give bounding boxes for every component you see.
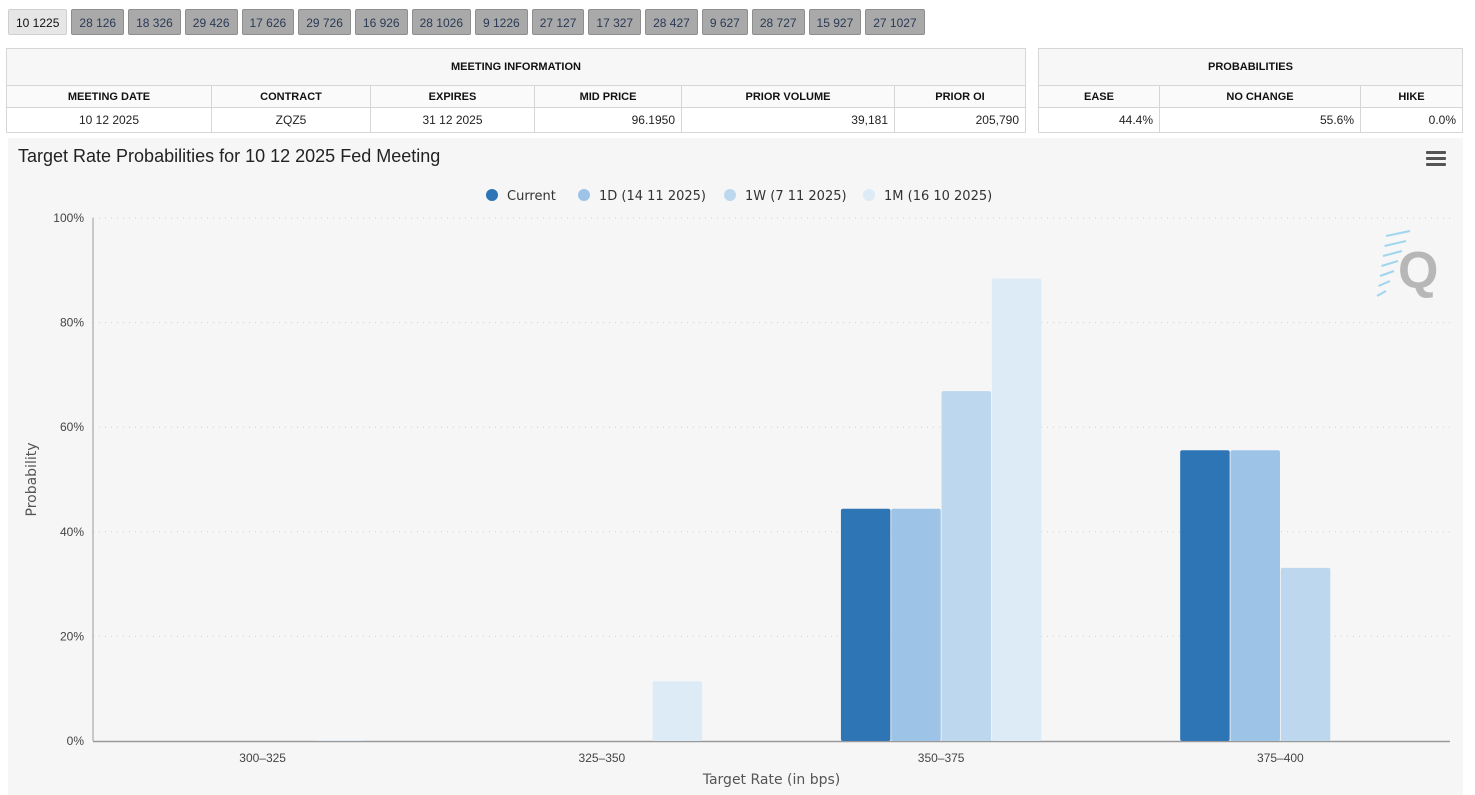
bar [941, 391, 992, 741]
x-axis-title: Target Rate (in bps) [702, 772, 841, 788]
cell-no-change: 55.6% [1159, 107, 1361, 133]
meeting-tab[interactable]: 28 1026 [411, 9, 471, 35]
probability-chart: Q 0% 20% 40% 60% 80% 100% 300–325 325–350 350–375… [24, 189, 1450, 788]
meeting-tab[interactable]: 9 1226 [475, 9, 528, 35]
watermark-logo-icon: Q [1376, 230, 1438, 300]
x-tick-label: 325–350 [579, 751, 626, 765]
legend-label: Current [507, 189, 556, 204]
meeting-tab[interactable]: 28 727 [751, 9, 805, 35]
meeting-tab[interactable]: 29 726 [298, 9, 351, 35]
col-mid-price: MID PRICE [534, 85, 682, 108]
cell-prior-volume: 39,181 [681, 107, 895, 133]
col-contract: CONTRACT [211, 85, 371, 108]
bar [1230, 450, 1280, 741]
bar [1280, 567, 1331, 741]
probabilities-table: PROBABILITIES EASE NO CHANGE HIKE 44.4% … [1038, 48, 1463, 133]
bar [891, 508, 941, 741]
meeting-tabs: 10 1225 28 126 18 326 29 426 17 626 29 726 16 … [8, 9, 925, 35]
col-meeting-date: MEETING DATE [6, 85, 212, 108]
chart-menu-icon[interactable] [1426, 151, 1446, 167]
meeting-tab[interactable]: 17 327 [588, 9, 642, 35]
legend-marker [724, 189, 736, 201]
col-prior-volume: PRIOR VOLUME [681, 85, 895, 108]
meeting-tab[interactable]: 15 927 [808, 9, 862, 35]
meeting-tab[interactable]: 27 1027 [865, 9, 925, 35]
col-ease: EASE [1038, 85, 1160, 108]
cell-contract: ZQZ5 [211, 107, 371, 133]
meeting-tab[interactable]: 29 426 [184, 9, 238, 35]
meeting-tab[interactable]: 10 1225 [8, 9, 68, 35]
svg-text:Q: Q [1398, 242, 1438, 300]
chart-panel: Q 0% 20% 40% 60% 80% 100% 300–325 325–350 350–375… [8, 138, 1463, 795]
legend-label: 1M (16 10 2025) [884, 189, 992, 204]
y-tick-label: 20% [60, 629, 84, 643]
y-tick-label: 0% [67, 734, 85, 748]
meeting-tab[interactable]: 9 627 [701, 9, 748, 35]
x-tick-label: 375–400 [1257, 751, 1304, 765]
legend-marker [578, 189, 590, 201]
x-tick-label: 350–375 [918, 751, 965, 765]
legend-label: 1W (7 11 2025) [745, 189, 847, 204]
legend-marker [863, 189, 875, 201]
bar [1180, 450, 1230, 741]
meeting-tab[interactable]: 27 127 [531, 9, 585, 35]
meeting-tab[interactable]: 18 326 [128, 9, 181, 35]
meeting-tab[interactable]: 17 626 [241, 9, 295, 35]
col-no-change: NO CHANGE [1159, 85, 1361, 108]
y-tick-label: 60% [60, 420, 84, 434]
cell-prior-oi: 205,790 [894, 107, 1026, 133]
meeting-info-header: MEETING INFORMATION [6, 48, 1026, 86]
col-expires: EXPIRES [370, 85, 535, 108]
x-tick-label: 300–325 [239, 751, 286, 765]
cell-ease: 44.4% [1038, 107, 1160, 133]
cell-hike: 0.0% [1360, 107, 1463, 133]
y-tick-label: 40% [60, 525, 84, 539]
y-tick-label: 80% [60, 316, 84, 330]
cell-mid-price: 96.1950 [534, 107, 682, 133]
y-axis-title: Probability [24, 442, 40, 516]
chart-title: Target Rate Probabilities for 10 12 2025… [18, 146, 441, 166]
legend-label: 1D (14 11 2025) [599, 189, 706, 204]
legend-marker [486, 189, 498, 201]
cell-expires: 31 12 2025 [370, 107, 535, 133]
bar [313, 739, 363, 741]
bar [652, 681, 703, 741]
meeting-tab[interactable]: 16 926 [354, 9, 408, 35]
col-prior-oi: PRIOR OI [894, 85, 1026, 108]
y-tick-label: 100% [53, 211, 84, 225]
bar [991, 278, 1042, 741]
bar [840, 508, 891, 741]
cell-meeting-date: 10 12 2025 [6, 107, 212, 133]
probabilities-header: PROBABILITIES [1038, 48, 1463, 86]
meeting-tab[interactable]: 28 427 [645, 9, 698, 35]
col-hike: HIKE [1360, 85, 1463, 108]
meeting-tab[interactable]: 28 126 [71, 9, 125, 35]
meeting-info-table: MEETING INFORMATION MEETING DATE CONTRAC… [6, 48, 1026, 133]
